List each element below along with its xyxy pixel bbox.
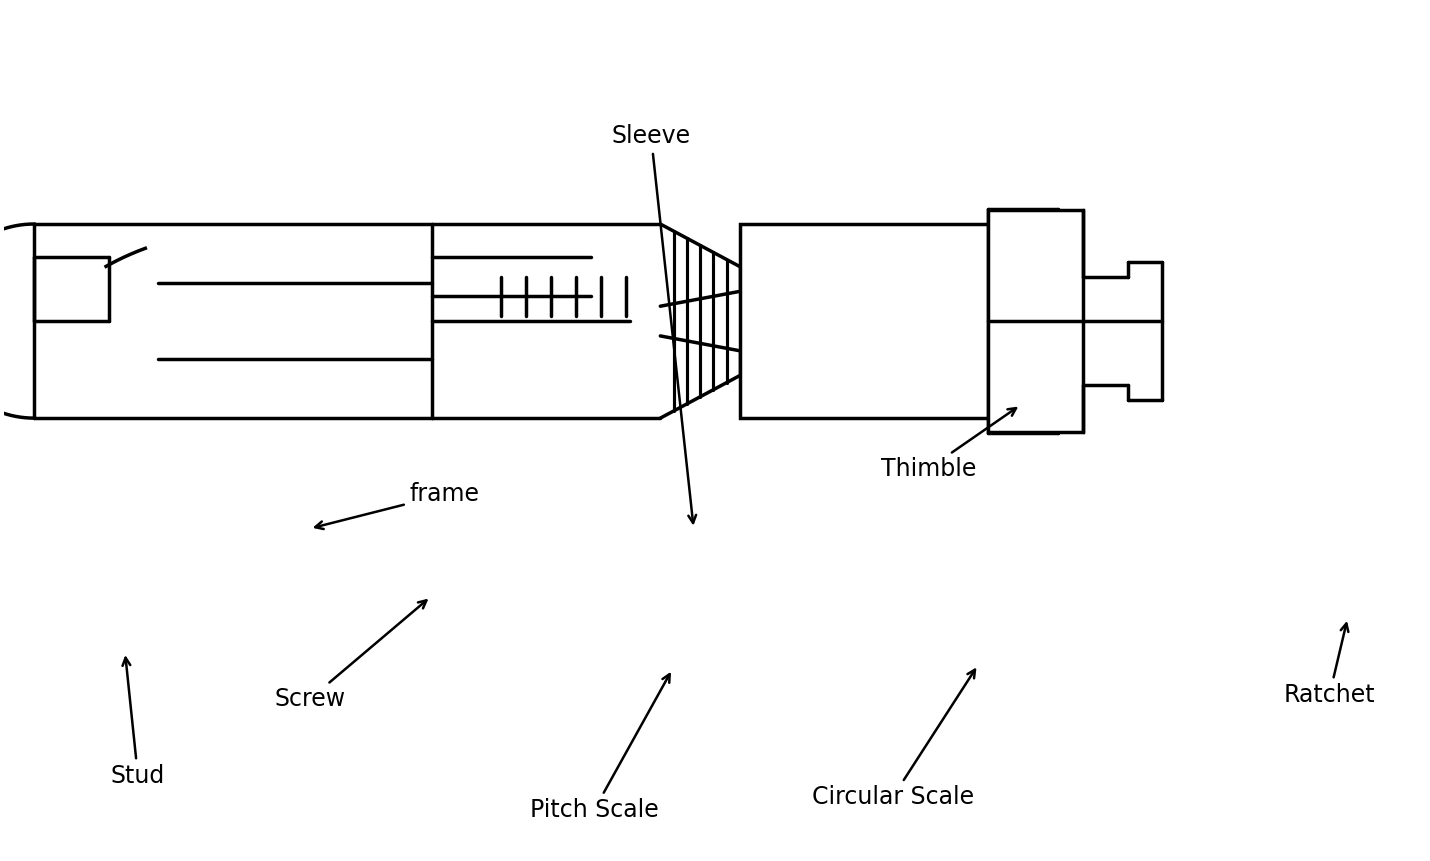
Text: Circular Scale: Circular Scale [812, 670, 975, 809]
Text: Ratchet: Ratchet [1284, 623, 1376, 707]
Text: frame: frame [315, 482, 479, 529]
Text: Stud: Stud [110, 658, 164, 788]
Text: Thimble: Thimble [881, 408, 1017, 481]
Text: Sleeve: Sleeve [612, 124, 696, 523]
Text: Pitch Scale: Pitch Scale [529, 674, 669, 822]
Text: Screw: Screw [275, 600, 426, 711]
Bar [739, 224, 988, 418]
Bar [988, 210, 1083, 432]
